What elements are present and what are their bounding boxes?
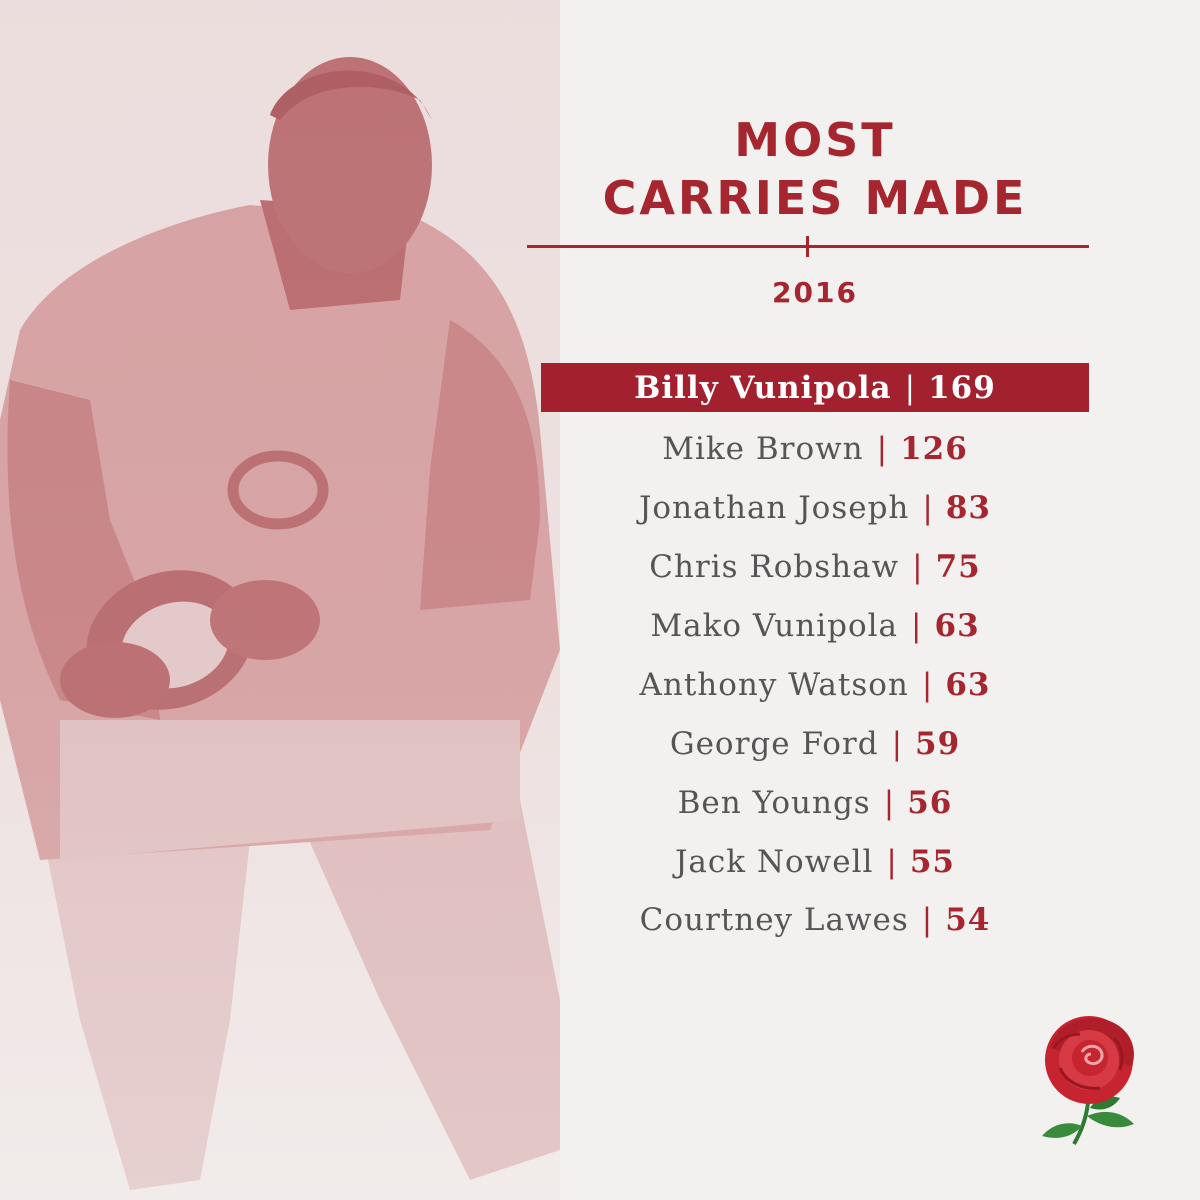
list-item: Billy Vunipola | 169 (541, 363, 1089, 412)
title-line-2: CARRIES MADE (602, 171, 1028, 225)
player-name: Mike Brown (662, 431, 864, 467)
list-item: George Ford | 59 (541, 719, 1089, 769)
list-item: Mike Brown | 126 (541, 424, 1089, 474)
separator: | (883, 785, 895, 821)
player-carries: 56 (907, 785, 953, 821)
list-item: Jonathan Joseph | 83 (541, 483, 1089, 533)
player-name: Ben Youngs (677, 785, 871, 821)
separator: | (921, 667, 933, 703)
player-carries: 54 (945, 902, 991, 938)
player-name: Chris Robshaw (649, 549, 900, 585)
separator: | (922, 490, 933, 526)
list-item: Mako Vunipola | 63 (541, 601, 1089, 651)
list-item: Anthony Watson | 63 (541, 660, 1089, 710)
list-item: Jack Nowell | 55 (541, 837, 1089, 887)
player-carries: 83 (945, 490, 991, 526)
player-name: Billy Vunipola (634, 369, 892, 406)
player-carries: 63 (934, 608, 980, 644)
player-carries: 169 (928, 369, 996, 406)
separator: | (911, 608, 922, 644)
player-carries: 63 (945, 667, 991, 703)
player-name: Jonathan Joseph (638, 490, 910, 526)
player-name: Mako Vunipola (650, 608, 899, 644)
player-carries: 55 (909, 844, 955, 880)
england-rose-icon (1042, 1016, 1134, 1145)
player-carries: 59 (915, 726, 961, 762)
player-name: Courtney Lawes (639, 902, 909, 938)
list-item: Ben Youngs | 56 (541, 778, 1089, 828)
player-name: Anthony Watson (639, 667, 909, 703)
player-carries: 126 (900, 431, 968, 467)
separator: | (876, 431, 888, 467)
title-divider-tick (806, 236, 809, 257)
player-carries: 75 (935, 549, 981, 585)
title-line-1: MOST (734, 113, 896, 167)
list-item: Chris Robshaw | 75 (541, 542, 1089, 592)
list-item: Courtney Lawes | 54 (541, 895, 1089, 945)
player-name: George Ford (669, 726, 879, 762)
separator: | (891, 726, 903, 762)
separator: | (921, 902, 933, 938)
year-label: 2016 (772, 276, 858, 309)
player-name: Jack Nowell (674, 844, 874, 880)
separator: | (912, 549, 923, 585)
separator: | (904, 369, 916, 406)
separator: | (886, 844, 897, 880)
